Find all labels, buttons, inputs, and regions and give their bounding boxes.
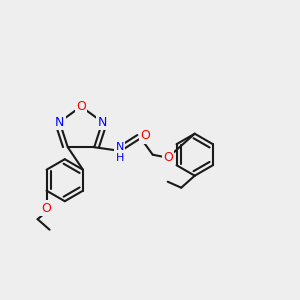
Text: N: N: [98, 116, 107, 128]
Text: O: O: [76, 100, 86, 113]
Text: O: O: [140, 129, 150, 142]
Text: N
H: N H: [116, 142, 124, 164]
Text: O: O: [163, 151, 173, 164]
Text: O: O: [42, 202, 52, 214]
Text: N: N: [55, 116, 64, 128]
